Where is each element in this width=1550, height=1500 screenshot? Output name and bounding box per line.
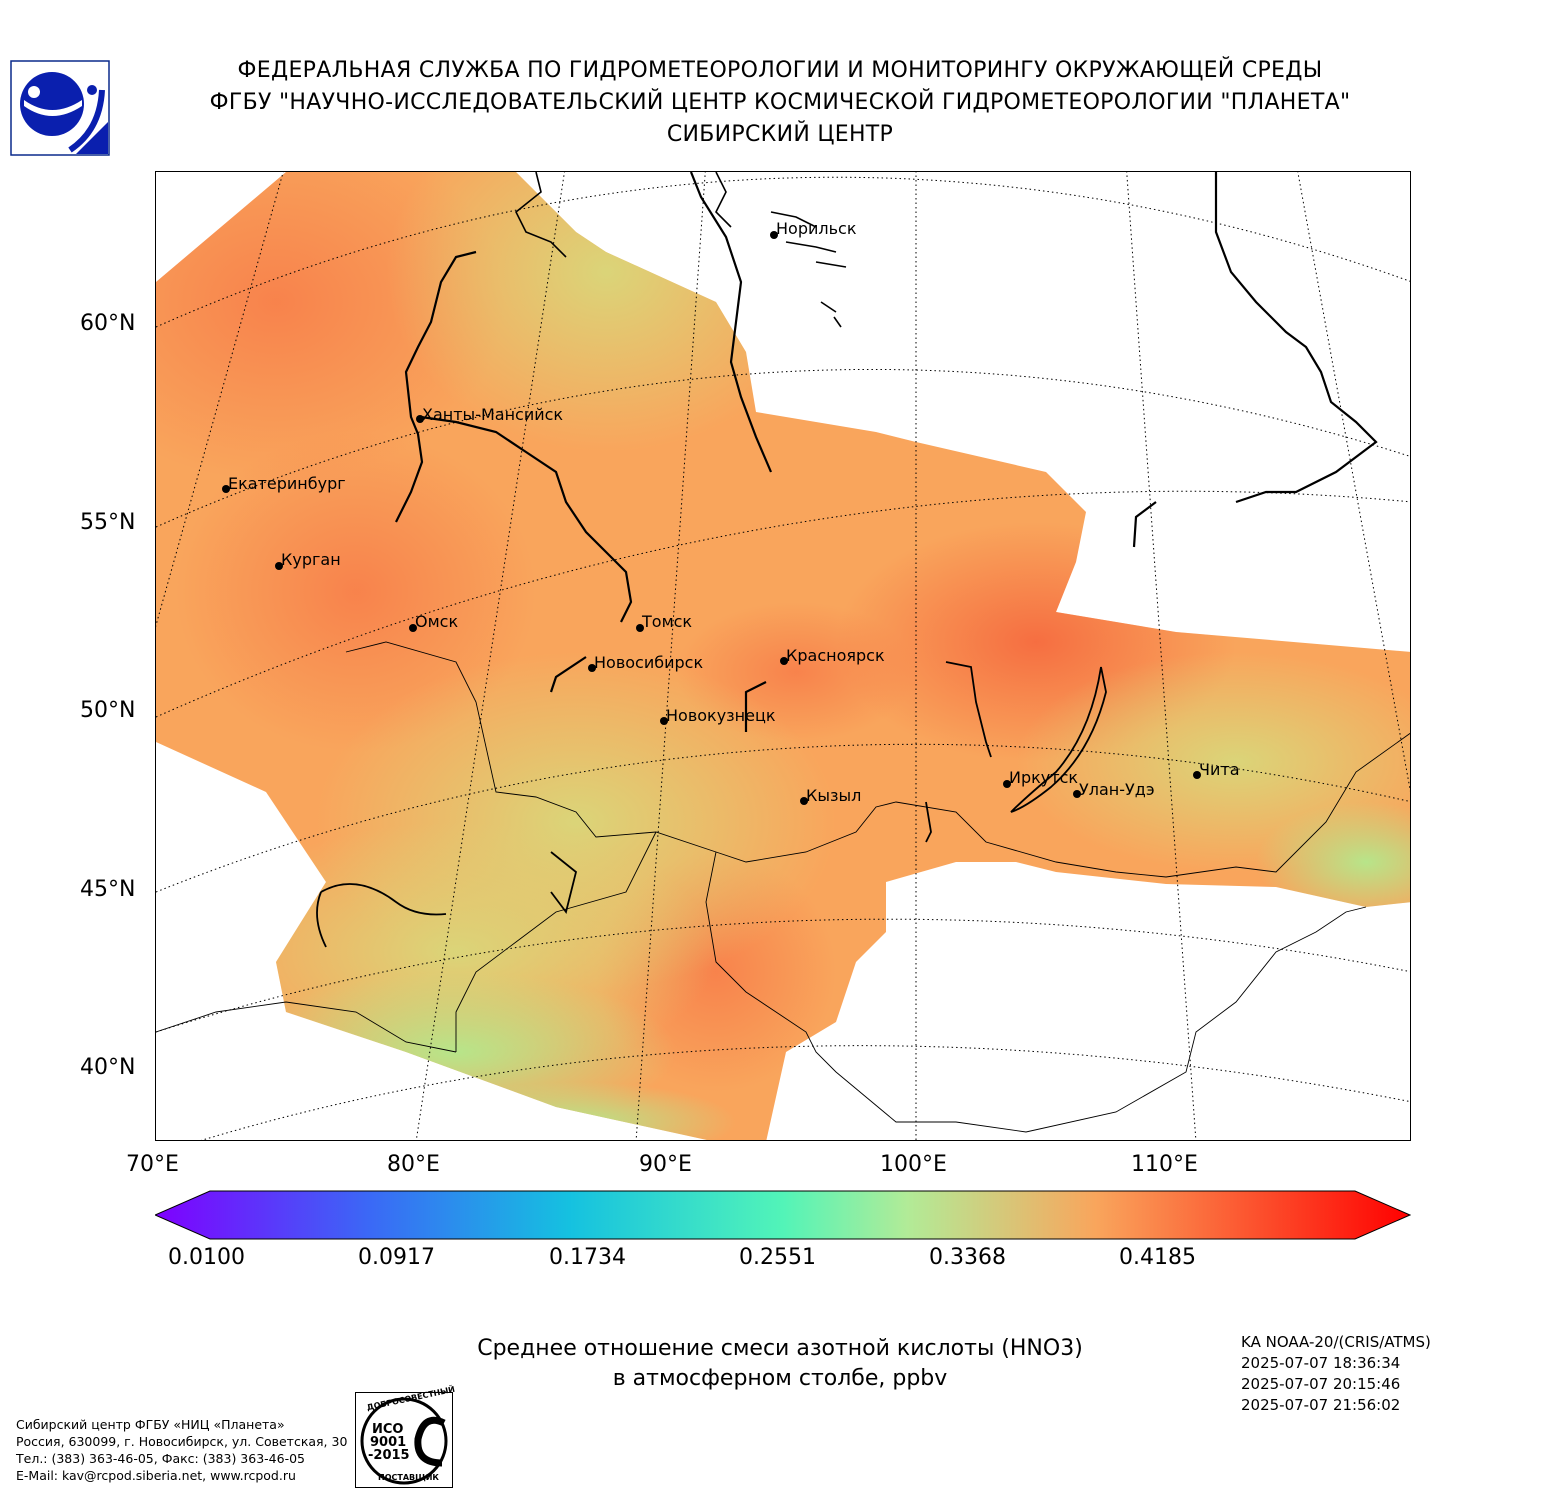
lon-label-70: 70°E bbox=[126, 1152, 179, 1177]
city-label-ulan-ude: Улан-Удэ bbox=[1079, 780, 1155, 799]
marker-omsk bbox=[409, 624, 417, 632]
iso-badge: ДОБРОСОВЕСТНЫЙ ИСО 9001 -2015 ПОСТАВЩИК bbox=[355, 1385, 456, 1488]
planeta-logo bbox=[10, 60, 110, 156]
city-label-kyzyl: Кызыл bbox=[806, 786, 862, 805]
header-line-1: ФЕДЕРАЛЬНАЯ СЛУЖБА ПО ГИДРОМЕТЕОРОЛОГИИ … bbox=[237, 58, 1323, 83]
colorbar-tick-0: 0.0100 bbox=[168, 1245, 245, 1270]
lon-label-110: 110°E bbox=[1131, 1152, 1198, 1177]
iso-badge-l3: -2015 bbox=[368, 1448, 410, 1463]
colorbar-svg bbox=[153, 1190, 1412, 1240]
colorbar-tick-3: 0.2551 bbox=[739, 1245, 816, 1270]
marker-krasnoyarsk bbox=[780, 657, 788, 665]
city-label-omsk: Омск bbox=[415, 612, 459, 631]
coastline bbox=[514, 172, 847, 328]
marker-kyzyl bbox=[800, 797, 808, 805]
satellite-name: KA NOAA-20/(CRIS/ATMS) bbox=[1241, 1333, 1431, 1351]
marker-novokuznetsk bbox=[660, 717, 668, 725]
marker-norilsk bbox=[770, 231, 778, 239]
city-label-khanty-mansiysk: Ханты-Мансийск bbox=[422, 405, 564, 424]
lat-label-50: 50°N bbox=[80, 698, 136, 723]
city-label-norilsk: Норильск bbox=[776, 219, 857, 238]
city-label-novosibirsk: Новосибирск bbox=[594, 653, 704, 672]
marker-irkutsk bbox=[1003, 780, 1011, 788]
lon-label-100: 100°E bbox=[880, 1152, 947, 1177]
header-line-2: ФГБУ "НАУЧНО-ИССЛЕДОВАТЕЛЬСКИЙ ЦЕНТР КОС… bbox=[209, 90, 1351, 115]
marker-kurgan bbox=[275, 562, 283, 570]
city-label-chita: Чита bbox=[1199, 760, 1240, 779]
hno3-field bbox=[156, 172, 1410, 1140]
rivers bbox=[395, 172, 1378, 732]
marker-ulan-ude bbox=[1073, 790, 1081, 798]
product-title-line-1: Среднее отношение смеси азотной кислоты … bbox=[477, 1336, 1083, 1361]
lat-label-60: 60°N bbox=[80, 311, 136, 336]
city-label-yekaterinburg: Екатеринбург bbox=[228, 474, 346, 493]
lat-label-45: 45°N bbox=[80, 877, 136, 902]
product-title-line-2: в атмосферном столбе, ppbv bbox=[612, 1366, 948, 1391]
country-borders bbox=[156, 641, 1410, 1133]
iso-badge-l2: 9001 bbox=[370, 1435, 407, 1450]
colorbar-tick-2: 0.1734 bbox=[549, 1245, 626, 1270]
lakes bbox=[316, 661, 1107, 948]
marker-tomsk bbox=[636, 624, 644, 632]
marker-novosibirsk bbox=[588, 664, 596, 672]
lon-label-80: 80°E bbox=[387, 1152, 440, 1177]
graticule bbox=[156, 172, 1410, 1140]
colorbar-tick-5: 0.4185 bbox=[1119, 1245, 1196, 1270]
pass-time-2: 2025-07-07 20:15:46 bbox=[1241, 1375, 1401, 1393]
lat-label-40: 40°N bbox=[80, 1055, 136, 1080]
marker-chita bbox=[1193, 771, 1201, 779]
city-label-irkutsk: Иркутск bbox=[1009, 768, 1079, 787]
city-label-tomsk: Томск bbox=[642, 612, 693, 631]
colorbar-tick-4: 0.3368 bbox=[929, 1245, 1006, 1270]
map-canvas bbox=[156, 172, 1410, 1140]
lat-label-55: 55°N bbox=[80, 510, 136, 535]
city-label-novokuznetsk: Новокузнецк bbox=[666, 706, 776, 725]
footer-phone: Тел.: (383) 363-46-05, Факс: (383) 363-4… bbox=[16, 1451, 306, 1466]
footer-address: Россия, 630099, г. Новосибирск, ул. Сове… bbox=[16, 1434, 348, 1449]
city-label-kurgan: Курган bbox=[281, 550, 341, 569]
colorbar bbox=[153, 1190, 1412, 1240]
colorbar-tick-1: 0.0917 bbox=[358, 1245, 435, 1270]
pass-time-3: 2025-07-07 21:56:02 bbox=[1241, 1396, 1401, 1414]
marker-khanty-mansiysk bbox=[416, 415, 424, 423]
planeta-logo-icon bbox=[10, 60, 110, 156]
lon-label-90: 90°E bbox=[639, 1152, 692, 1177]
footer-email: E-Mail: kav@rcpod.siberia.net, www.rcpod… bbox=[16, 1468, 296, 1483]
pass-time-1: 2025-07-07 18:36:34 bbox=[1241, 1354, 1401, 1372]
footer-org: Сибирский центр ФГБУ «НИЦ «Планета» bbox=[16, 1417, 285, 1432]
iso-badge-bottom: ПОСТАВЩИК bbox=[378, 1473, 439, 1482]
iso-badge-icon bbox=[360, 1397, 448, 1485]
marker-yekaterinburg bbox=[222, 485, 230, 493]
city-label-krasnoyarsk: Красноярск bbox=[786, 646, 885, 665]
header-line-3: СИБИРСКИЙ ЦЕНТР bbox=[666, 122, 894, 147]
city-markers bbox=[222, 231, 1201, 805]
iso-badge-l1: ИСО bbox=[372, 1422, 404, 1437]
map-frame: Норильск Ханты-Мансийск Екатеринбург Кур… bbox=[155, 171, 1411, 1141]
